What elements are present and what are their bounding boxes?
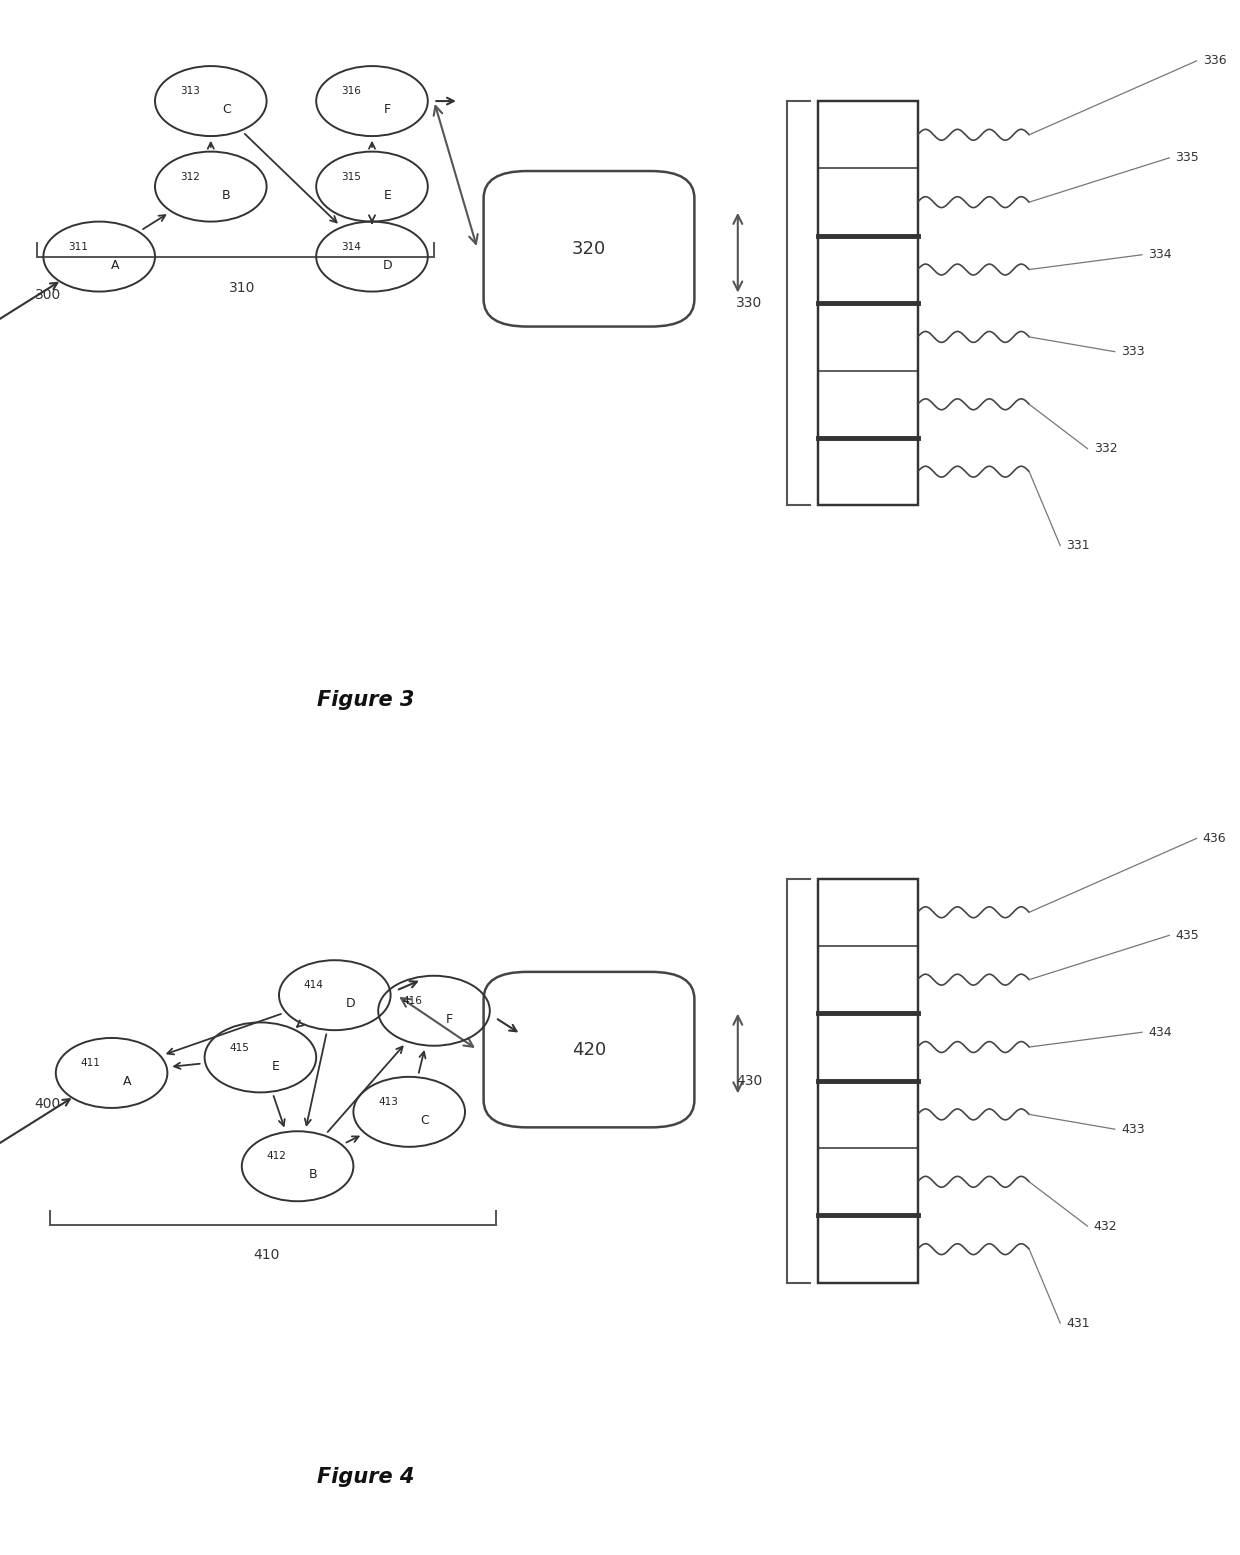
- Text: 311: 311: [68, 241, 88, 252]
- Text: 413: 413: [378, 1096, 398, 1107]
- Text: 335: 335: [1176, 151, 1199, 165]
- Bar: [818, 879, 918, 1283]
- Text: 420: 420: [572, 1040, 606, 1059]
- Text: E: E: [272, 1059, 280, 1073]
- Text: 436: 436: [1203, 832, 1226, 844]
- Text: 435: 435: [1176, 928, 1199, 942]
- Text: E: E: [383, 188, 392, 202]
- Text: 331: 331: [1066, 540, 1090, 552]
- Text: A: A: [123, 1075, 131, 1088]
- Text: 414: 414: [304, 980, 324, 991]
- Text: C: C: [222, 103, 231, 117]
- Text: D: D: [346, 997, 355, 1011]
- Text: 315: 315: [341, 171, 361, 182]
- Text: B: B: [222, 188, 231, 202]
- Text: A: A: [110, 258, 119, 272]
- Text: 334: 334: [1148, 249, 1172, 261]
- Text: 330: 330: [737, 295, 763, 311]
- Text: 300: 300: [35, 288, 61, 303]
- Text: 333: 333: [1121, 345, 1145, 358]
- Text: 316: 316: [341, 86, 361, 96]
- Text: 400: 400: [35, 1096, 61, 1112]
- Text: Figure 4: Figure 4: [317, 1468, 414, 1487]
- Text: F: F: [446, 1012, 453, 1026]
- Text: 411: 411: [81, 1057, 100, 1068]
- Text: 433: 433: [1121, 1123, 1145, 1135]
- Text: D: D: [383, 258, 392, 272]
- Text: 432: 432: [1094, 1219, 1117, 1233]
- Bar: [818, 101, 918, 505]
- Text: 412: 412: [267, 1151, 286, 1162]
- Text: 336: 336: [1203, 54, 1226, 67]
- Text: 312: 312: [180, 171, 200, 182]
- Text: 332: 332: [1094, 442, 1117, 456]
- Text: B: B: [309, 1168, 317, 1182]
- Text: 313: 313: [180, 86, 200, 96]
- Text: 314: 314: [341, 241, 361, 252]
- Text: Figure 3: Figure 3: [317, 690, 414, 709]
- Text: 320: 320: [572, 239, 606, 258]
- Text: 310: 310: [228, 280, 255, 295]
- Text: 430: 430: [737, 1073, 763, 1088]
- Text: C: C: [420, 1113, 429, 1127]
- Text: 415: 415: [229, 1042, 249, 1053]
- Text: F: F: [384, 103, 391, 117]
- Text: 431: 431: [1066, 1317, 1090, 1330]
- Text: 410: 410: [253, 1247, 280, 1263]
- Text: 416: 416: [403, 995, 423, 1006]
- Text: 434: 434: [1148, 1026, 1172, 1039]
